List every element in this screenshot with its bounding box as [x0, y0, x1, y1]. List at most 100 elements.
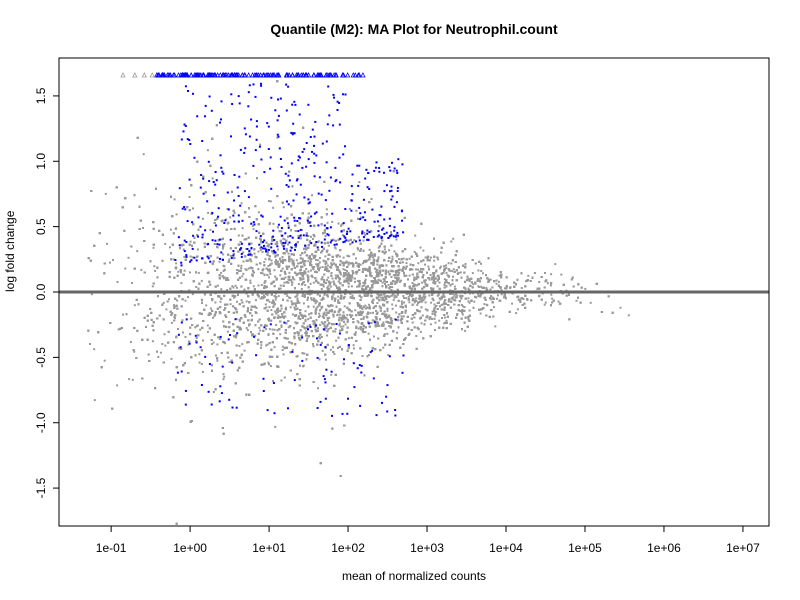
gray-point — [324, 267, 327, 270]
gray-point — [127, 256, 130, 259]
gray-point — [477, 269, 480, 272]
gray-point — [295, 295, 298, 298]
gray-point — [367, 332, 370, 335]
gray-point — [268, 306, 271, 309]
gray-point — [429, 256, 432, 259]
gray-point — [232, 286, 235, 289]
gray-point — [133, 304, 136, 307]
gray-point — [259, 143, 262, 146]
gray-point — [206, 324, 209, 327]
gray-point — [116, 384, 119, 387]
gray-point — [417, 268, 420, 271]
gray-point — [331, 304, 334, 307]
gray-point — [293, 337, 296, 340]
gray-point — [334, 247, 337, 250]
gray-point — [432, 281, 435, 284]
gray-point — [392, 274, 395, 277]
gray-point — [281, 349, 284, 352]
gray-point — [346, 313, 349, 316]
gray-point — [198, 353, 201, 356]
gray-point — [434, 321, 437, 324]
gray-point — [522, 298, 525, 300]
gray-point — [475, 296, 478, 299]
gray-point — [240, 264, 243, 267]
gray-point — [318, 269, 321, 272]
gray-point — [550, 293, 553, 296]
gray-point — [441, 317, 443, 319]
gray-point — [368, 303, 371, 306]
gray-point — [181, 319, 184, 322]
gray-point — [242, 251, 245, 254]
gray-point — [257, 211, 260, 214]
gray-point — [627, 314, 630, 317]
gray-point — [330, 373, 333, 376]
gray-point — [342, 256, 345, 259]
gray-point — [290, 258, 293, 261]
gray-point — [103, 359, 106, 362]
gray-point — [505, 297, 507, 300]
gray-point — [310, 235, 312, 238]
gray-point — [216, 359, 219, 362]
gray-point — [260, 344, 263, 347]
gray-point — [434, 311, 437, 313]
gray-point — [209, 307, 212, 310]
gray-point — [342, 268, 345, 271]
gray-point — [323, 293, 326, 296]
gray-point — [497, 280, 500, 283]
gray-point — [236, 300, 238, 303]
gray-point — [222, 253, 225, 256]
gray-point — [334, 328, 337, 330]
gray-point — [393, 296, 396, 299]
gray-point — [250, 260, 253, 263]
gray-point — [419, 330, 422, 333]
gray-point — [281, 267, 284, 270]
gray-point — [164, 344, 167, 347]
gray-point — [355, 209, 358, 212]
gray-point — [325, 279, 328, 281]
gray-point — [274, 275, 277, 278]
gray-point — [269, 272, 272, 275]
gray-point — [313, 256, 315, 259]
gray-point — [274, 425, 277, 428]
gray-point — [235, 286, 238, 289]
gray-point — [515, 312, 518, 315]
gray-point — [280, 379, 283, 382]
gray-point — [267, 299, 270, 302]
gray-point — [267, 265, 270, 267]
gray-point — [176, 299, 179, 302]
gray-point — [271, 328, 274, 331]
gray-point — [363, 295, 366, 297]
gray-point — [210, 312, 212, 315]
gray-point — [366, 259, 369, 262]
gray-point — [439, 265, 442, 268]
gray-point — [438, 281, 441, 284]
gray-point — [159, 351, 162, 354]
gray-point — [189, 255, 192, 258]
gray-point — [268, 268, 271, 271]
gray-point — [330, 272, 333, 274]
gray-point — [461, 313, 464, 316]
gray-point — [400, 315, 403, 318]
gray-point — [428, 294, 431, 297]
gray-point — [326, 264, 329, 267]
gray-point — [294, 295, 297, 298]
gray-point — [405, 297, 408, 300]
gray-point — [252, 228, 255, 231]
gray-point — [391, 283, 394, 285]
gray-point — [387, 354, 390, 356]
gray-point — [364, 282, 367, 285]
gray-point — [311, 238, 314, 240]
gray-point — [363, 231, 366, 234]
gray-point — [411, 282, 414, 284]
gray-point — [267, 361, 270, 364]
gray-point — [473, 300, 476, 303]
gray-point — [291, 313, 294, 316]
gray-point — [279, 284, 282, 287]
gray-point — [211, 299, 214, 302]
gray-point — [354, 309, 357, 312]
gray-point — [402, 295, 405, 297]
gray-point — [212, 341, 215, 344]
gray-point — [391, 255, 394, 258]
gray-point — [318, 314, 321, 317]
gray-point — [247, 307, 249, 309]
